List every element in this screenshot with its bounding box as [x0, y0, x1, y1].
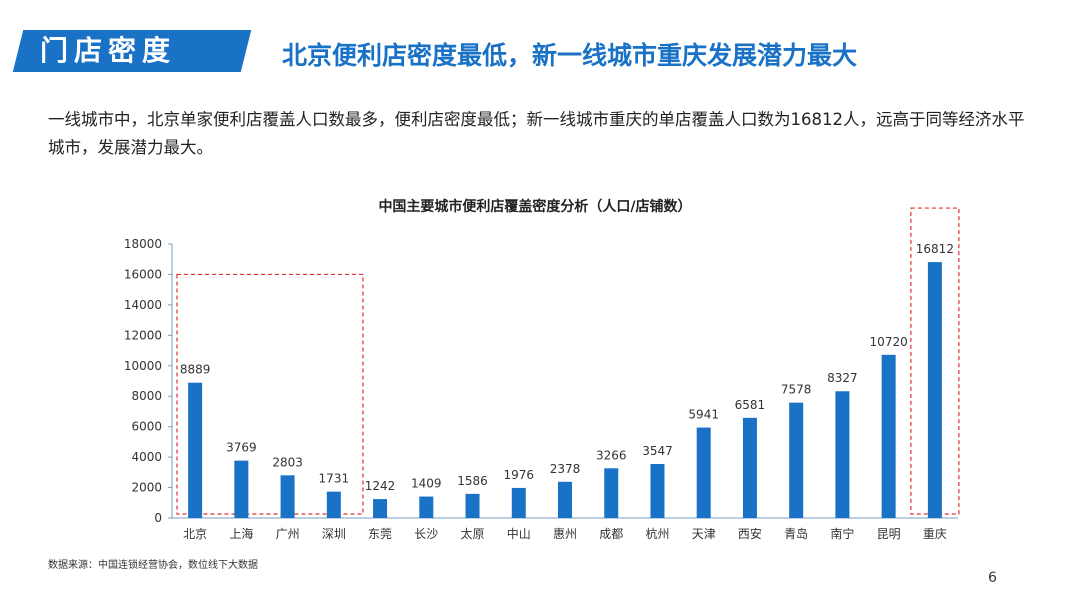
- bar: [326, 491, 341, 518]
- slide-headline: 北京便利店密度最低，新一线城市重庆发展潜力最大: [282, 41, 858, 70]
- x-tick-label: 惠州: [553, 527, 577, 541]
- bar: [465, 493, 480, 518]
- bar: [558, 481, 572, 518]
- section-tag-label: 门店密度: [40, 34, 177, 67]
- bar: [419, 496, 434, 518]
- x-tick-label: 中山: [507, 526, 531, 541]
- data-label: 7578: [781, 383, 812, 397]
- data-label: 1976: [503, 468, 534, 482]
- data-label: 8327: [827, 371, 858, 385]
- x-tick-label: 上海: [229, 526, 253, 541]
- x-tick-label: 南宁: [830, 526, 854, 541]
- highlight-box: [176, 273, 364, 515]
- x-tick-label: 东莞: [368, 527, 392, 541]
- bar: [742, 417, 757, 518]
- bar: [188, 382, 203, 518]
- bar: [835, 391, 850, 518]
- x-tick-label: 广州: [276, 527, 300, 541]
- y-tick-label: 10000: [124, 359, 162, 373]
- data-label: 8889: [180, 363, 211, 377]
- source-note: 数据来源：中国连锁经营协会，数位线下大数据: [48, 560, 258, 571]
- chart-axes: 0 2000 4000 6000 8000 10000 12000 14000 16000 180…: [124, 237, 958, 541]
- data-label: 1242: [365, 479, 396, 493]
- y-tick-label: 16000: [124, 267, 162, 281]
- x-tick-label: 长沙: [414, 527, 438, 541]
- y-tick-label: 12000: [124, 328, 162, 342]
- bar: [881, 354, 896, 518]
- data-labels: 8889 3769 2803 1731 1242 1409 1586 1976 2378 3266…: [180, 242, 954, 493]
- page-number: 6: [988, 570, 997, 586]
- y-tick-label: 18000: [124, 237, 162, 251]
- y-tick-label: 6000: [131, 420, 162, 434]
- data-label: 1731: [319, 472, 350, 486]
- data-label: 2803: [272, 455, 303, 469]
- x-tick-label: 北京: [183, 527, 207, 541]
- y-tick-label: 2000: [131, 481, 162, 495]
- bar: [280, 475, 295, 518]
- bar: [511, 487, 526, 518]
- chart-title: 中国主要城市便利店覆盖密度分析（人口/店铺数）: [378, 198, 691, 215]
- bar: [234, 460, 249, 518]
- bar: [696, 427, 711, 518]
- highlight-boxes: [176, 207, 960, 515]
- bar: [604, 468, 619, 518]
- data-label: 1586: [457, 474, 488, 488]
- data-label: 1409: [411, 477, 442, 491]
- data-label: 3547: [642, 444, 673, 458]
- x-tick-label: 成都: [599, 527, 623, 541]
- x-tick-label: 杭州: [645, 526, 669, 541]
- x-tick-label: 青岛: [784, 526, 808, 541]
- bar: [650, 464, 665, 518]
- x-tick-label: 重庆: [923, 527, 947, 541]
- highlight-box: [910, 207, 960, 515]
- x-tick-label: 昆明: [877, 527, 901, 541]
- y-tick-label: 0: [154, 511, 162, 525]
- x-tick-label: 天津: [692, 527, 716, 541]
- y-tick-label: 4000: [131, 450, 162, 464]
- y-tick-label: 8000: [131, 389, 162, 403]
- data-label: 3769: [226, 441, 257, 455]
- bar: [789, 402, 804, 518]
- x-tick-label: 太原: [461, 526, 485, 541]
- bar: [373, 499, 388, 518]
- x-tick-label: 深圳: [322, 527, 346, 541]
- body-paragraph: 一线城市中，北京单家便利店覆盖人口数最多，便利店密度最低；新一线城市重庆的单店覆…: [48, 110, 1025, 157]
- x-tick-label: 西安: [738, 526, 762, 541]
- data-label: 6581: [735, 398, 766, 412]
- data-label: 2378: [550, 462, 581, 476]
- bar: [927, 262, 942, 518]
- data-label: 10720: [870, 335, 908, 349]
- bar-series: [188, 262, 942, 518]
- data-label: 5941: [688, 408, 719, 422]
- y-tick-label: 14000: [124, 298, 162, 312]
- data-label: 3266: [596, 448, 627, 462]
- data-label: 16812: [916, 242, 954, 256]
